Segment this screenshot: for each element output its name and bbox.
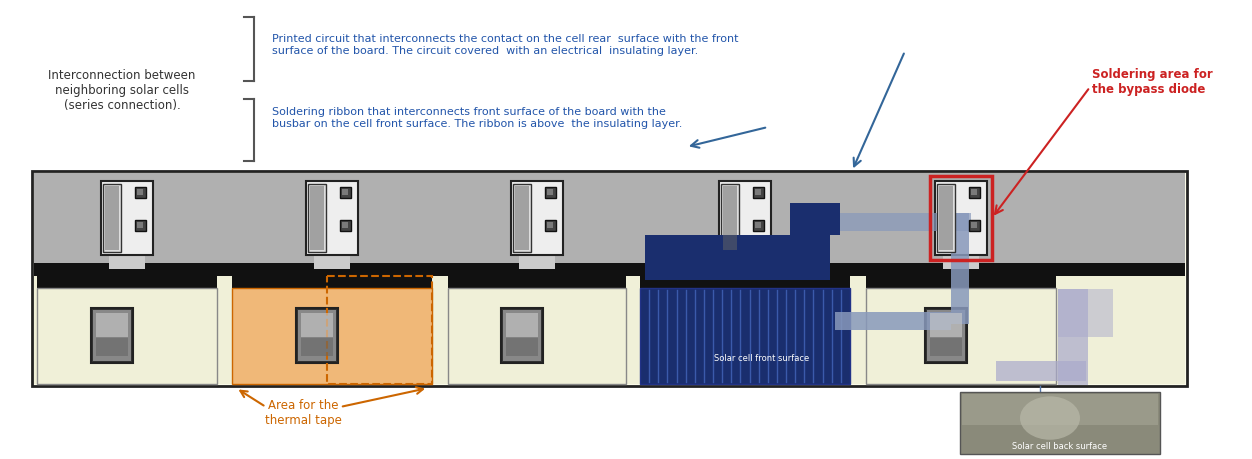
Bar — [342, 190, 348, 196]
Bar — [298, 310, 336, 361]
Bar — [547, 190, 553, 196]
Bar — [930, 177, 992, 260]
Bar — [136, 223, 143, 229]
Bar — [93, 310, 131, 361]
Bar — [1058, 289, 1113, 337]
Bar — [34, 276, 1184, 384]
Bar — [950, 256, 972, 263]
Bar — [925, 308, 967, 363]
Bar — [943, 256, 979, 269]
Bar — [503, 310, 541, 361]
Bar — [640, 288, 850, 384]
Bar — [640, 276, 850, 288]
Bar — [1058, 289, 1088, 385]
Bar — [135, 188, 146, 199]
Bar — [727, 256, 762, 269]
Bar — [308, 185, 326, 252]
Bar — [341, 188, 351, 199]
Text: Solar cell back surface: Solar cell back surface — [1013, 441, 1108, 450]
Text: Interconnection between
neighboring solar cells
(series connection).: Interconnection between neighboring sola… — [49, 68, 195, 111]
Bar — [866, 276, 1055, 288]
Bar — [109, 256, 145, 269]
Bar — [103, 185, 121, 252]
Ellipse shape — [1020, 397, 1080, 440]
Bar — [752, 220, 764, 231]
Bar — [926, 310, 965, 361]
Bar — [38, 288, 217, 384]
Bar — [719, 182, 771, 256]
Bar — [960, 392, 1161, 454]
Bar — [526, 256, 548, 263]
Text: Soldering ribbon that interconnects front surface of the board with the
busbar o: Soldering ribbon that interconnects fron… — [272, 107, 682, 129]
Bar — [969, 188, 980, 199]
Bar — [515, 187, 530, 251]
Text: Soldering area for
the bypass diode: Soldering area for the bypass diode — [1092, 68, 1213, 96]
Bar — [936, 185, 955, 252]
Bar — [513, 185, 531, 252]
Bar — [91, 308, 133, 363]
Bar — [935, 182, 987, 256]
Bar — [547, 223, 553, 229]
Bar — [755, 190, 761, 196]
Bar — [721, 185, 739, 252]
Bar — [755, 223, 761, 229]
Bar — [448, 288, 626, 384]
Bar — [962, 394, 1158, 425]
Bar — [448, 276, 626, 288]
Bar — [232, 288, 432, 384]
Bar — [501, 308, 543, 363]
Bar — [327, 276, 432, 384]
Bar — [342, 223, 348, 229]
Bar — [305, 182, 358, 256]
Bar — [38, 276, 217, 288]
Bar — [972, 190, 977, 196]
Bar — [520, 256, 555, 269]
Bar — [952, 213, 969, 325]
Bar — [722, 187, 737, 251]
Bar — [511, 182, 563, 256]
Bar — [96, 337, 128, 356]
Bar — [136, 190, 143, 196]
Bar — [34, 174, 1184, 263]
Bar — [34, 263, 1184, 276]
Bar — [300, 337, 333, 356]
Bar — [930, 337, 962, 356]
Bar — [295, 308, 338, 363]
Bar — [734, 256, 756, 263]
Bar — [135, 220, 146, 231]
Bar — [506, 337, 538, 356]
Text: Solar cell front surface: Solar cell front surface — [714, 353, 809, 362]
Bar — [232, 276, 432, 288]
Bar — [790, 203, 840, 235]
Bar — [314, 256, 351, 269]
Bar — [506, 313, 538, 338]
Bar — [930, 313, 962, 338]
Bar — [969, 220, 980, 231]
Bar — [997, 361, 1085, 381]
Bar — [752, 188, 764, 199]
Bar — [33, 172, 1187, 386]
Bar — [341, 220, 351, 231]
Bar — [310, 187, 324, 251]
Bar — [939, 187, 953, 251]
Bar — [545, 220, 556, 231]
Bar — [321, 256, 343, 263]
Bar — [101, 182, 153, 256]
Bar — [300, 313, 333, 338]
Bar — [835, 213, 972, 231]
Bar — [866, 288, 1055, 384]
Bar — [96, 313, 128, 338]
Bar — [105, 187, 119, 251]
Bar — [972, 223, 977, 229]
Bar — [116, 256, 138, 263]
Bar — [645, 235, 830, 280]
Text: Area for the
thermal tape: Area for the thermal tape — [264, 398, 342, 426]
Bar — [545, 188, 556, 199]
Text: Printed circuit that interconnects the contact on the cell rear  surface with th: Printed circuit that interconnects the c… — [272, 34, 739, 56]
Bar — [835, 312, 952, 330]
